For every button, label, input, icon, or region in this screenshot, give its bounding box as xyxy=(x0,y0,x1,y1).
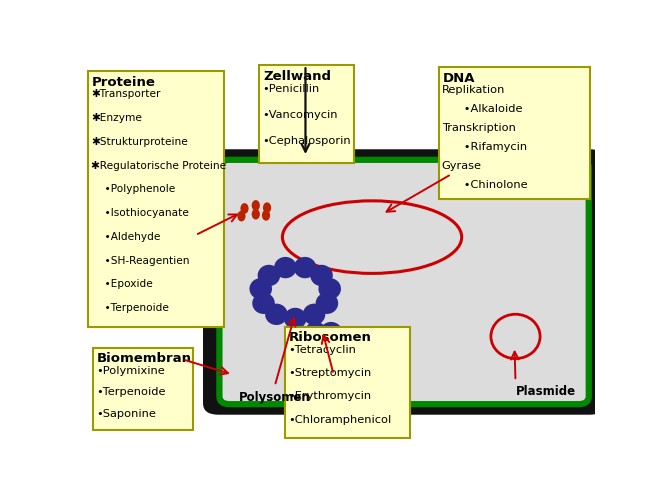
Text: Polysomen: Polysomen xyxy=(239,391,311,404)
Ellipse shape xyxy=(241,203,249,214)
FancyBboxPatch shape xyxy=(439,67,590,199)
Ellipse shape xyxy=(316,293,338,314)
Text: Zellwand: Zellwand xyxy=(264,70,331,83)
Text: •Terpenoide: •Terpenoide xyxy=(91,303,169,313)
Text: •Alkaloide: •Alkaloide xyxy=(442,104,522,115)
Ellipse shape xyxy=(293,257,317,278)
Ellipse shape xyxy=(253,293,275,314)
Ellipse shape xyxy=(284,308,307,329)
Text: Replikation: Replikation xyxy=(442,85,505,96)
Text: Biomembran: Biomembran xyxy=(97,353,192,366)
Text: Proteine: Proteine xyxy=(92,75,156,89)
Text: •Vancomycin: •Vancomycin xyxy=(262,110,338,120)
Text: •Epoxide: •Epoxide xyxy=(91,279,153,289)
FancyBboxPatch shape xyxy=(219,160,589,404)
Ellipse shape xyxy=(274,257,297,278)
FancyBboxPatch shape xyxy=(93,348,193,430)
Text: •Cephalosporin: •Cephalosporin xyxy=(262,136,351,146)
Ellipse shape xyxy=(249,278,272,300)
Ellipse shape xyxy=(258,265,280,286)
Text: •Chinolone: •Chinolone xyxy=(442,180,527,190)
Ellipse shape xyxy=(263,202,271,213)
Text: •Polyphenole: •Polyphenole xyxy=(91,185,175,194)
Text: •Erythromycin: •Erythromycin xyxy=(288,391,371,401)
Ellipse shape xyxy=(282,201,461,273)
Ellipse shape xyxy=(491,314,540,359)
Ellipse shape xyxy=(303,304,325,325)
Text: ✱Enzyme: ✱Enzyme xyxy=(91,113,141,123)
Text: Transkription: Transkription xyxy=(442,124,516,133)
Ellipse shape xyxy=(262,210,270,221)
FancyBboxPatch shape xyxy=(203,149,605,415)
Text: •SH-Reagentien: •SH-Reagentien xyxy=(91,255,189,265)
Text: DNA: DNA xyxy=(443,72,475,85)
Text: ✱Regulatorische Proteine: ✱Regulatorische Proteine xyxy=(91,161,226,171)
Ellipse shape xyxy=(252,200,260,211)
Text: •Terpenoide: •Terpenoide xyxy=(96,387,165,397)
Ellipse shape xyxy=(252,209,260,220)
Text: •Aldehyde: •Aldehyde xyxy=(91,232,160,242)
Ellipse shape xyxy=(310,265,333,286)
Ellipse shape xyxy=(265,304,288,325)
Text: Gyrase: Gyrase xyxy=(442,161,482,171)
Ellipse shape xyxy=(237,211,245,221)
Ellipse shape xyxy=(319,278,341,300)
Text: •Polymixine: •Polymixine xyxy=(96,366,165,376)
FancyBboxPatch shape xyxy=(88,71,223,327)
Text: •Saponine: •Saponine xyxy=(96,409,156,419)
Text: ✱Transporter: ✱Transporter xyxy=(91,89,160,99)
Ellipse shape xyxy=(320,322,342,343)
Text: •Chloramphenicol: •Chloramphenicol xyxy=(288,415,391,425)
Ellipse shape xyxy=(305,322,327,343)
Text: Ribosomen: Ribosomen xyxy=(289,331,372,344)
Text: •Tetracyclin: •Tetracyclin xyxy=(288,345,356,355)
Text: ✱Strukturproteine: ✱Strukturproteine xyxy=(91,137,188,147)
Text: •Isothiocyanate: •Isothiocyanate xyxy=(91,208,188,218)
Text: •Streptomycin: •Streptomycin xyxy=(288,369,371,378)
FancyBboxPatch shape xyxy=(285,327,410,437)
Text: •Rifamycin: •Rifamycin xyxy=(442,142,527,152)
Text: Plasmide: Plasmide xyxy=(516,385,576,398)
FancyBboxPatch shape xyxy=(259,65,354,163)
Text: •Penicillin: •Penicillin xyxy=(262,84,320,94)
